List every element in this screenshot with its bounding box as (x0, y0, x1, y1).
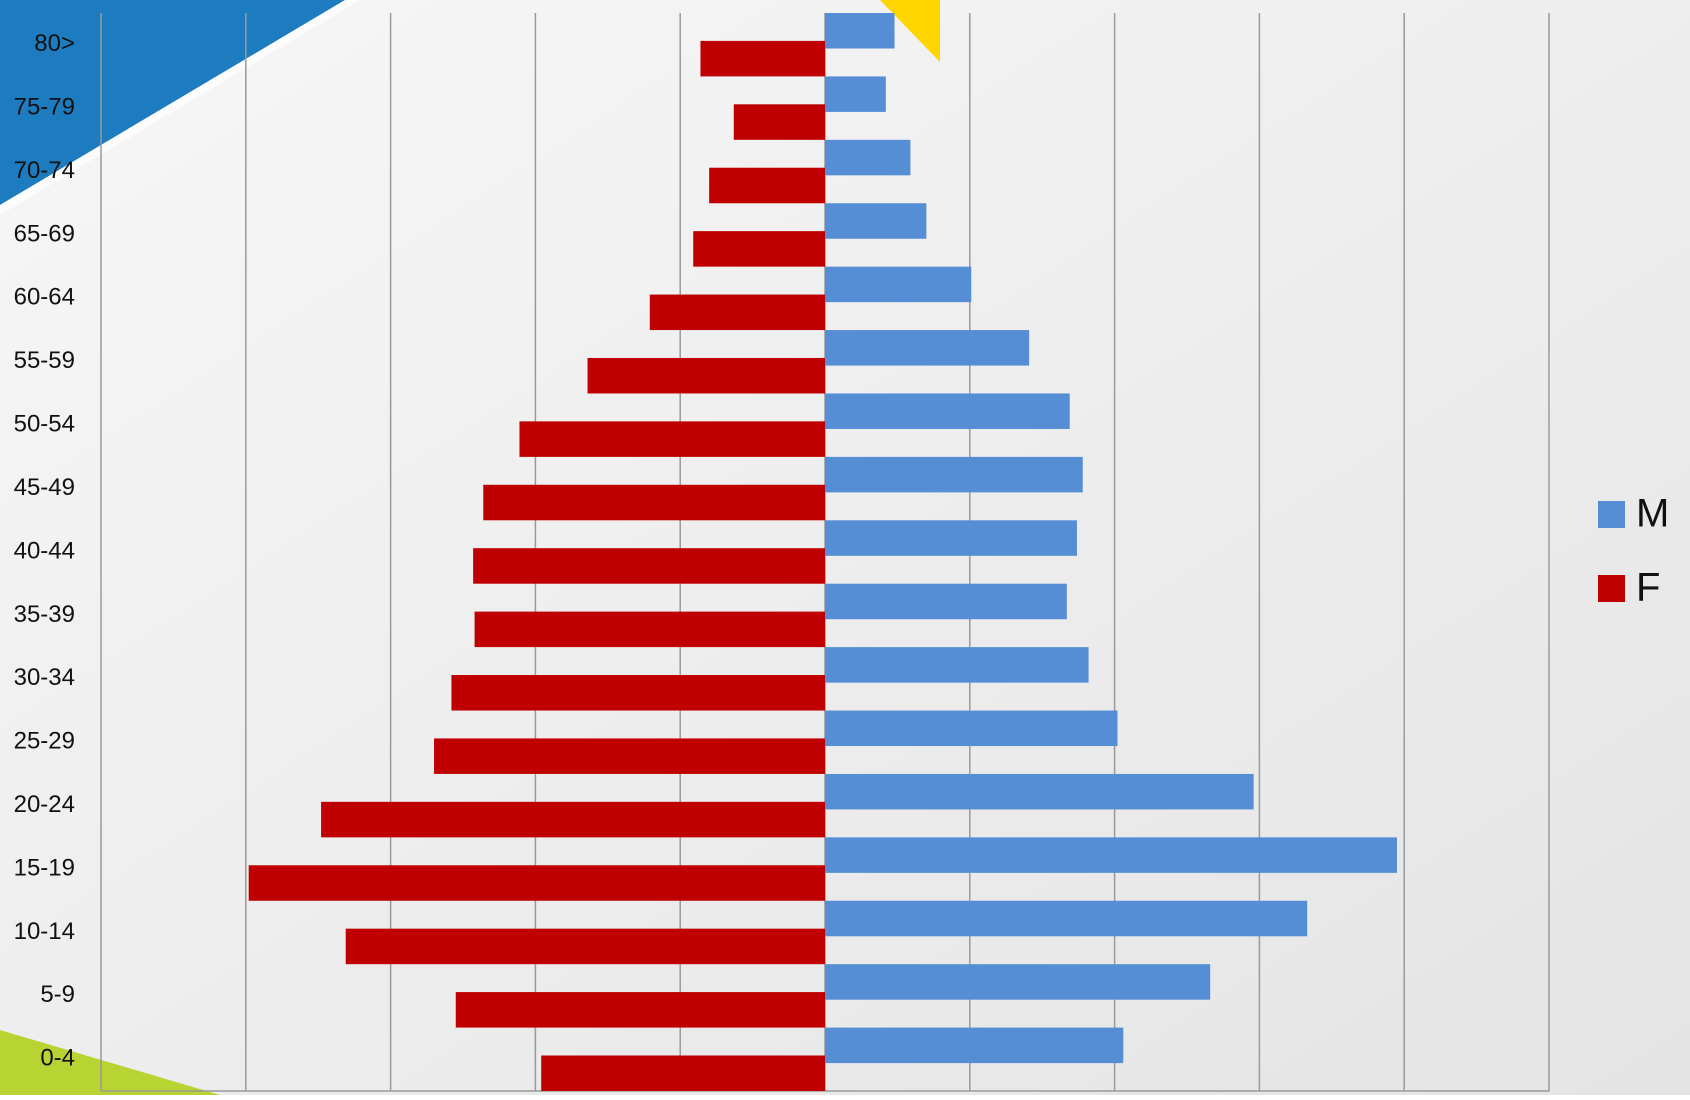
bar (455, 992, 825, 1028)
y-tick-label: 20-24 (14, 791, 75, 818)
y-tick-label: 25-29 (14, 728, 75, 755)
bar (733, 104, 825, 140)
bar (825, 76, 886, 112)
bar (709, 167, 825, 204)
bar (248, 865, 826, 901)
legend-label: M (1636, 492, 1669, 536)
legend-swatch (1598, 501, 1625, 528)
y-tick-label: 70-74 (14, 157, 75, 184)
y-tick-label: 60-64 (14, 284, 75, 311)
y-tick-label: 10-14 (14, 918, 75, 945)
bar (825, 647, 1089, 683)
y-tick-label: 65-69 (14, 220, 75, 247)
bar (825, 583, 1067, 620)
bar (825, 456, 1083, 493)
bar (825, 330, 1030, 366)
y-tick-label: 15-19 (14, 854, 75, 881)
bar (825, 203, 927, 239)
y-tick-label: 40-44 (14, 537, 75, 564)
bar (825, 393, 1070, 429)
bar (473, 548, 825, 584)
legend-label: F (1636, 566, 1660, 610)
bar (587, 357, 825, 394)
decor-white (0, 0, 360, 215)
bar (541, 1055, 825, 1091)
y-tick-label: 0-4 (40, 1045, 75, 1072)
bar (825, 139, 911, 176)
bar (825, 837, 1397, 873)
decor-green (0, 1030, 220, 1095)
y-tick-label: 45-49 (14, 474, 75, 501)
bar (700, 40, 825, 77)
bar (483, 484, 825, 521)
bar (693, 231, 825, 267)
bar (825, 13, 895, 49)
y-tick-label: 80> (34, 30, 75, 57)
y-tick-label: 30-34 (14, 664, 75, 691)
bar (321, 801, 825, 838)
bar (451, 675, 825, 711)
bar (825, 773, 1254, 810)
y-tick-label: 55-59 (14, 347, 75, 374)
bar (825, 266, 972, 303)
y-tick-label: 5-9 (40, 981, 75, 1008)
bar (825, 520, 1077, 556)
y-tick-label: 50-54 (14, 411, 75, 438)
y-tick-label: 75-79 (14, 93, 75, 120)
bar (825, 900, 1308, 937)
bar (825, 1027, 1124, 1064)
bar (825, 710, 1118, 747)
bar (434, 738, 825, 774)
bar (345, 928, 825, 965)
bar (649, 294, 825, 331)
bar (474, 611, 825, 648)
decor-yellow (880, 0, 940, 62)
bar (519, 421, 825, 457)
legend-swatch (1598, 575, 1625, 602)
bar (825, 964, 1211, 1000)
y-tick-label: 35-39 (14, 601, 75, 628)
